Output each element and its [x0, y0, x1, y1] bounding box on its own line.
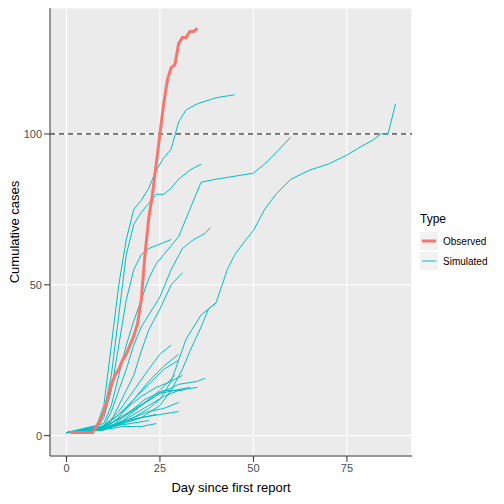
svg-text:50: 50 — [30, 279, 42, 291]
svg-text:100: 100 — [24, 128, 42, 140]
svg-text:Day since first report: Day since first report — [171, 480, 291, 495]
svg-text:75: 75 — [341, 462, 353, 474]
html-text:Observed: Observed — [443, 235, 487, 247]
svg-text:0: 0 — [36, 430, 42, 442]
html-text:Simulated: Simulated — [443, 255, 488, 267]
svg-text:Cumulative cases: Cumulative cases — [8, 180, 22, 283]
svg-text:0: 0 — [63, 462, 69, 474]
svg-text:50: 50 — [247, 462, 259, 474]
html-text:Type: Type — [420, 212, 446, 226]
svg-text:25: 25 — [154, 462, 166, 474]
